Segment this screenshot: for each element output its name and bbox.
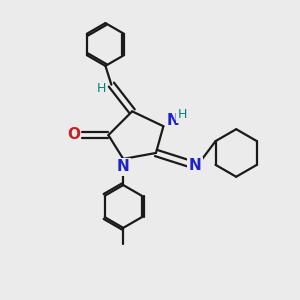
- Text: H: H: [178, 108, 188, 122]
- Text: H: H: [96, 82, 106, 95]
- Text: N: N: [167, 113, 179, 128]
- Text: O: O: [67, 127, 80, 142]
- Text: N: N: [189, 158, 202, 173]
- Text: N: N: [116, 159, 129, 174]
